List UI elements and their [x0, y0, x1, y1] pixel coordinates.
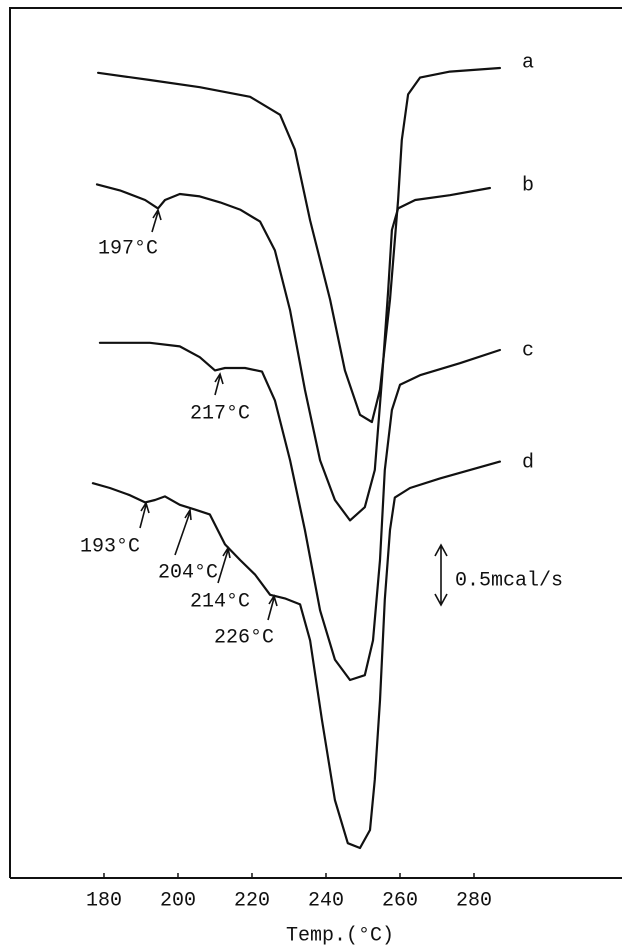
x-axis-label: Temp.(°C) — [286, 924, 394, 947]
curve — [95, 183, 491, 522]
scale-label: 0.5mcal/s — [455, 569, 563, 592]
curve-label: d — [522, 451, 534, 474]
x-tick-label: 280 — [456, 889, 492, 912]
annotation: 214°C — [190, 590, 250, 613]
arrow — [217, 545, 231, 584]
arrow — [214, 372, 224, 396]
curve — [98, 341, 501, 682]
curve-label: a — [522, 51, 534, 74]
annotation: 204°C — [158, 561, 218, 584]
x-tick-label: 180 — [86, 889, 122, 912]
arrow — [151, 208, 162, 233]
annotation: 197°C — [98, 237, 158, 260]
arrow — [139, 501, 150, 529]
x-tick-label: 200 — [160, 889, 196, 912]
curve — [97, 66, 501, 424]
x-tick-label: 220 — [234, 889, 270, 912]
curve — [91, 460, 501, 850]
x-tick-label: 260 — [382, 889, 418, 912]
plot-frame — [9, 7, 622, 878]
curve-label: b — [522, 174, 534, 197]
arrow — [267, 594, 278, 621]
curve-label: c — [522, 339, 534, 362]
annotation: 193°C — [80, 535, 140, 558]
scale-bar — [434, 543, 448, 607]
annotation: 226°C — [214, 626, 274, 649]
arrow — [174, 507, 192, 556]
annotation: 217°C — [190, 402, 250, 425]
x-tick-label: 240 — [308, 889, 344, 912]
